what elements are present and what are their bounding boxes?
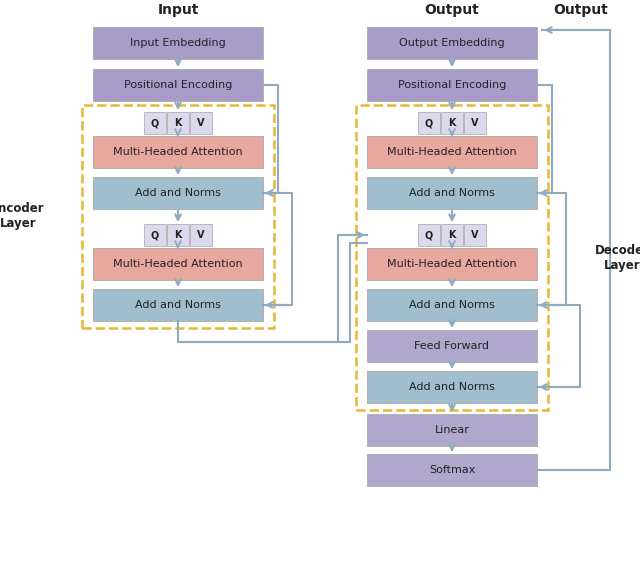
FancyBboxPatch shape [367, 454, 537, 486]
Text: V: V [471, 118, 479, 128]
Text: K: K [174, 118, 182, 128]
Text: Q: Q [151, 118, 159, 128]
FancyBboxPatch shape [367, 177, 537, 209]
FancyBboxPatch shape [93, 69, 263, 101]
FancyBboxPatch shape [167, 224, 189, 246]
Text: Add and Norms: Add and Norms [409, 300, 495, 310]
FancyBboxPatch shape [367, 136, 537, 168]
Text: Positional Encoding: Positional Encoding [124, 80, 232, 90]
Text: Q: Q [425, 118, 433, 128]
FancyBboxPatch shape [190, 112, 212, 134]
Text: V: V [197, 118, 205, 128]
FancyBboxPatch shape [93, 177, 263, 209]
Text: Input Embedding: Input Embedding [130, 38, 226, 48]
Text: Positional Encoding: Positional Encoding [398, 80, 506, 90]
FancyBboxPatch shape [464, 224, 486, 246]
FancyBboxPatch shape [441, 224, 463, 246]
Text: Encoder
Layer: Encoder Layer [0, 202, 45, 230]
Text: Add and Norms: Add and Norms [409, 188, 495, 198]
Text: Output: Output [553, 3, 608, 17]
FancyBboxPatch shape [93, 27, 263, 59]
Text: Multi-Headed Attention: Multi-Headed Attention [387, 259, 517, 269]
Text: Input: Input [157, 3, 198, 17]
Text: Multi-Headed Attention: Multi-Headed Attention [387, 147, 517, 157]
Text: Q: Q [425, 230, 433, 240]
Text: K: K [448, 230, 456, 240]
FancyBboxPatch shape [367, 248, 537, 280]
Text: Q: Q [151, 230, 159, 240]
Text: Output: Output [424, 3, 479, 17]
Text: Feed Forward: Feed Forward [415, 341, 490, 351]
Text: K: K [448, 118, 456, 128]
FancyBboxPatch shape [464, 112, 486, 134]
FancyBboxPatch shape [441, 112, 463, 134]
FancyBboxPatch shape [367, 414, 537, 446]
FancyBboxPatch shape [167, 112, 189, 134]
Bar [356, 105, 548, 410]
Bar [82, 105, 274, 328]
FancyBboxPatch shape [418, 112, 440, 134]
FancyBboxPatch shape [190, 224, 212, 246]
FancyBboxPatch shape [367, 69, 537, 101]
Text: Multi-Headed Attention: Multi-Headed Attention [113, 147, 243, 157]
Text: K: K [174, 230, 182, 240]
Text: Multi-Headed Attention: Multi-Headed Attention [113, 259, 243, 269]
FancyBboxPatch shape [93, 248, 263, 280]
FancyBboxPatch shape [418, 224, 440, 246]
Text: Output Embedding: Output Embedding [399, 38, 505, 48]
FancyBboxPatch shape [367, 330, 537, 362]
Text: V: V [471, 230, 479, 240]
Text: V: V [197, 230, 205, 240]
FancyBboxPatch shape [144, 224, 166, 246]
FancyBboxPatch shape [144, 112, 166, 134]
Text: Softmax: Softmax [429, 465, 475, 475]
FancyBboxPatch shape [367, 289, 537, 321]
Text: Add and Norms: Add and Norms [135, 188, 221, 198]
Text: Add and Norms: Add and Norms [135, 300, 221, 310]
Text: Decoder
Layer: Decoder Layer [595, 243, 640, 271]
FancyBboxPatch shape [367, 27, 537, 59]
Text: Add and Norms: Add and Norms [409, 382, 495, 392]
Text: Linear: Linear [435, 425, 469, 435]
FancyBboxPatch shape [367, 371, 537, 403]
FancyBboxPatch shape [93, 289, 263, 321]
FancyBboxPatch shape [93, 136, 263, 168]
